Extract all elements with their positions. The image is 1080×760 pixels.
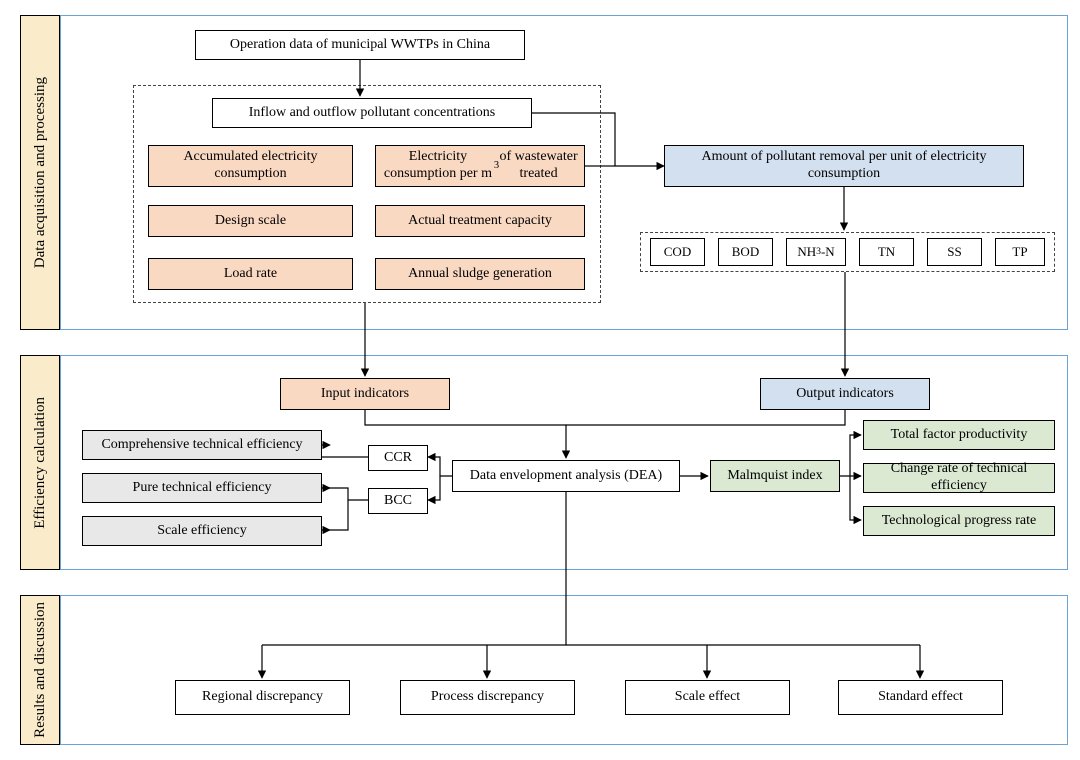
box-comp_eff: Comprehensive technical efficiency [82,430,322,460]
box-actual_cap: Actual treatment capacity [375,205,585,237]
box-ccr: CCR [368,445,428,471]
box-p_nh3n: NH3-N [786,238,846,266]
box-malmquist: Malmquist index [710,460,840,492]
box-scale_effect: Scale effect [625,680,790,715]
box-title_top: Operation data of municipal WWTPs in Chi… [195,30,525,60]
box-acc_elec: Accumulated electricity consumption [148,145,353,187]
box-bcc: BCC [368,488,428,514]
box-tech_prog: Technological progress rate [863,506,1055,536]
side-label-text: Data acquisition and processing [32,77,49,268]
box-load_rate: Load rate [148,258,353,290]
box-input_ind: Input indicators [280,378,450,410]
side-label-text: Results and discussion [32,602,49,738]
box-tfp: Total factor productivity [863,420,1055,450]
box-elec_per_m3: Electricity consumption per m3 of wastew… [375,145,585,187]
box-p_tn: TN [859,238,914,266]
box-dea: Data envelopment analysis (DEA) [452,460,680,492]
box-inflow_outflow: Inflow and outflow pollutant concentrati… [212,98,532,128]
box-standard: Standard effect [838,680,1003,715]
box-process: Process discrepancy [400,680,575,715]
panel-p3 [60,595,1068,745]
side-label-s2: Efficiency calculation [20,355,60,570]
side-label-s3: Results and discussion [20,595,60,745]
box-design_scale: Design scale [148,205,353,237]
box-p_cod: COD [650,238,705,266]
box-amount_removal: Amount of pollutant removal per unit of … [664,145,1024,187]
side-label-text: Efficiency calculation [32,397,49,529]
box-regional: Regional discrepancy [175,680,350,715]
box-scale_eff: Scale efficiency [82,516,322,546]
box-change_te: Change rate of technical efficiency [863,463,1055,493]
box-p_ss: SS [927,238,982,266]
box-p_tp: TP [995,238,1045,266]
side-label-s1: Data acquisition and processing [20,15,60,330]
box-pure_eff: Pure technical efficiency [82,473,322,503]
box-p_bod: BOD [718,238,773,266]
box-sludge: Annual sludge generation [375,258,585,290]
box-output_ind: Output indicators [760,378,930,410]
